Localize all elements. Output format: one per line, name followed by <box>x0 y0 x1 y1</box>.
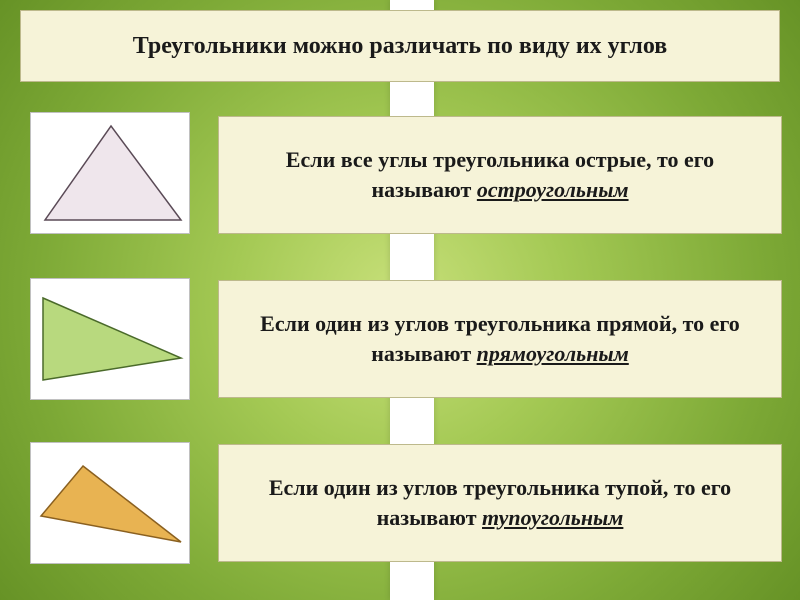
triangle-image-acute <box>30 112 190 234</box>
desc-obtuse-text: Если один из углов треугольника тупой, т… <box>249 473 751 532</box>
triangle-image-obtuse <box>30 442 190 564</box>
title-box: Треугольники можно различать по виду их … <box>20 10 780 82</box>
right-triangle-icon <box>31 278 189 400</box>
desc-obtuse: Если один из углов треугольника тупой, т… <box>218 444 782 562</box>
desc-keyword: тупоугольным <box>482 505 623 530</box>
triangle-image-right <box>30 278 190 400</box>
desc-acute: Если все углы треугольника острые, то ег… <box>218 116 782 234</box>
desc-acute-text: Если все углы треугольника острые, то ег… <box>249 145 751 204</box>
acute-triangle-icon <box>31 112 189 234</box>
obtuse-triangle-icon <box>31 442 189 564</box>
title-text: Треугольники можно различать по виду их … <box>133 33 667 60</box>
desc-keyword: остроугольным <box>477 177 629 202</box>
desc-right-text: Если один из углов треугольника прямой, … <box>249 309 751 368</box>
desc-right: Если один из углов треугольника прямой, … <box>218 280 782 398</box>
desc-keyword: прямоугольным <box>477 341 629 366</box>
